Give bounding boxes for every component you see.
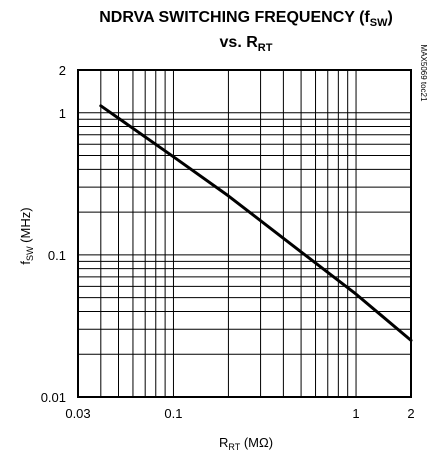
chart-title-line2: vs. RRT [220,34,273,54]
y-tick-label: 1 [59,106,66,121]
series-line [99,104,413,342]
x-tick-label: 0.1 [164,406,182,421]
x-tick-label: 2 [407,406,414,421]
x-tick-label: 1 [352,406,359,421]
x-tick-labels: 0.03 0.1 1 2 [65,406,414,421]
x-tick-label: 0.03 [65,406,90,421]
y-tick-labels: 0.01 0.1 1 2 [41,63,66,405]
x-axis-label: RRT (MΩ) [219,435,273,452]
y-tick-label: 0.1 [48,248,66,263]
y-axis-label: fSW (MHz) [18,207,35,264]
grid [78,70,411,397]
series-group [99,104,413,342]
y-tick-label: 2 [59,63,66,78]
watermark-text: MAX5069 toc21 [419,45,428,102]
chart-title-line1: NDRVA SWITCHING FREQUENCY (fSW) [99,9,393,29]
plot-frame [77,69,412,398]
y-tick-label: 0.01 [41,390,66,405]
